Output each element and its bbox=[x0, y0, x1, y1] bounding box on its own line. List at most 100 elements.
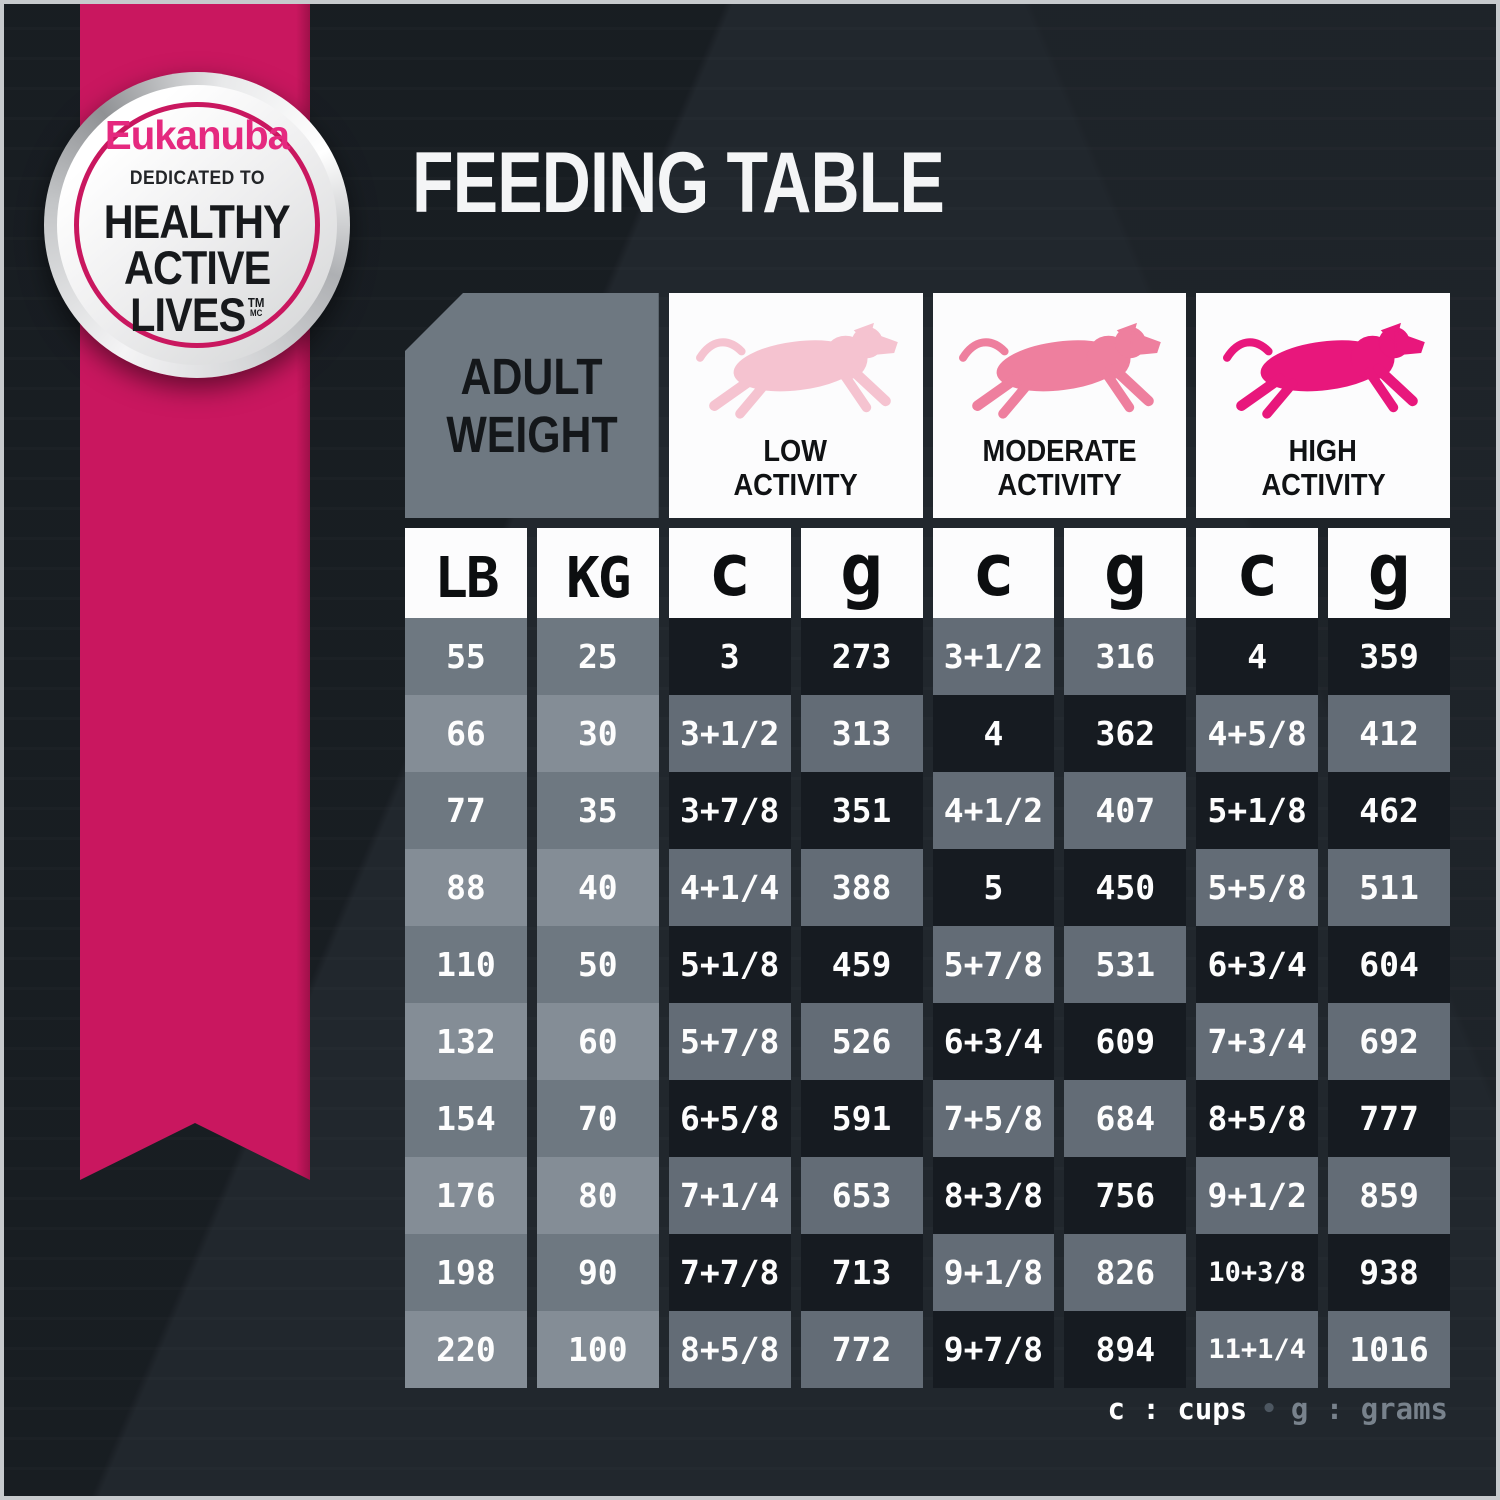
table-cell: 8+5/8 bbox=[668, 1311, 791, 1388]
adult-weight-header: ADULT WEIGHT bbox=[405, 293, 659, 518]
table-cell: 5+7/8 bbox=[932, 926, 1055, 1003]
table-cell: 3+1/2 bbox=[932, 618, 1055, 695]
trademark-mark: TM MC bbox=[247, 294, 265, 318]
table-cell: 4+1/2 bbox=[932, 772, 1055, 849]
table-cell: 6+5/8 bbox=[668, 1080, 791, 1157]
table-cell: 526 bbox=[800, 1003, 923, 1080]
table-cell: 66 bbox=[405, 695, 527, 772]
table-cell: 351 bbox=[800, 772, 923, 849]
table-group-header-row: ADULT WEIGHT LOW ACTIVITY MODERATE ACTIV… bbox=[405, 293, 1450, 518]
unit-header-g-5: g bbox=[1064, 528, 1187, 628]
table-cell: 100 bbox=[536, 1311, 659, 1388]
unit-header-c-2: c bbox=[668, 528, 791, 628]
table-cell: 591 bbox=[800, 1080, 923, 1157]
unit-header-c-4: c bbox=[932, 528, 1055, 628]
running-dog-icon-moderate bbox=[945, 305, 1173, 425]
table-cell: 609 bbox=[1064, 1003, 1187, 1080]
table-cell: 313 bbox=[800, 695, 923, 772]
activity-label-low: LOW ACTIVITY bbox=[733, 432, 858, 502]
activity-label-high: HIGH ACTIVITY bbox=[1260, 432, 1386, 502]
table-cell: 7+3/4 bbox=[1196, 1003, 1319, 1080]
table-cell: 777 bbox=[1328, 1080, 1450, 1157]
table-cell: 176 bbox=[405, 1157, 527, 1234]
unit-header-g-7: g bbox=[1328, 528, 1450, 628]
table-cell: 40 bbox=[536, 849, 659, 926]
table-cell: 154 bbox=[405, 1080, 527, 1157]
table-cell: 756 bbox=[1064, 1157, 1187, 1234]
table-cell: 407 bbox=[1064, 772, 1187, 849]
table-cell: 684 bbox=[1064, 1080, 1187, 1157]
running-dog-icon-low bbox=[682, 305, 910, 425]
table-cell: 4 bbox=[1196, 618, 1319, 695]
badge-line-active: ACTIVE bbox=[123, 241, 271, 295]
table-cell: 8+3/8 bbox=[932, 1157, 1055, 1234]
unit-header-row: LB KG c g c g c g bbox=[405, 528, 1450, 628]
activity-header-moderate: MODERATE ACTIVITY bbox=[932, 293, 1187, 518]
table-cell: 9+1/2 bbox=[1196, 1157, 1319, 1234]
table-cell: 80 bbox=[536, 1157, 659, 1234]
legend-grams: g : grams bbox=[1290, 1392, 1448, 1426]
table-cell: 7+1/4 bbox=[668, 1157, 791, 1234]
table-cell: 4 bbox=[932, 695, 1055, 772]
table-cell: 90 bbox=[536, 1234, 659, 1311]
table-cell: 88 bbox=[405, 849, 527, 926]
badge-text: Eukanuba DEDICATED TO HEALTHY ACTIVE LIV… bbox=[44, 72, 350, 378]
table-cell: 50 bbox=[536, 926, 659, 1003]
activity-header-low: LOW ACTIVITY bbox=[668, 293, 923, 518]
activity-label-moderate: MODERATE ACTIVITY bbox=[982, 432, 1137, 502]
table-cell: 459 bbox=[800, 926, 923, 1003]
table-cell: 4+1/4 bbox=[668, 849, 791, 926]
unit-header-g-3: g bbox=[800, 528, 923, 628]
table-cell: 772 bbox=[800, 1311, 923, 1388]
table-cell: 511 bbox=[1328, 849, 1450, 926]
running-dog-icon-high bbox=[1209, 305, 1437, 425]
unit-header-kg-1: KG bbox=[536, 528, 659, 628]
table-cell: 7+7/8 bbox=[668, 1234, 791, 1311]
table-cell: 1016 bbox=[1328, 1311, 1450, 1388]
badge-line-lives: LIVES TM MC bbox=[129, 287, 265, 341]
legend: c : cups • g : grams bbox=[1108, 1392, 1448, 1426]
table-cell: 10+3/8 bbox=[1196, 1234, 1319, 1311]
table-cell: 359 bbox=[1328, 618, 1450, 695]
table-cell: 3+1/2 bbox=[668, 695, 791, 772]
table-cell: 5+1/8 bbox=[1196, 772, 1319, 849]
table-cell: 5+5/8 bbox=[1196, 849, 1319, 926]
table-cell: 110 bbox=[405, 926, 527, 1003]
table-cell: 713 bbox=[800, 1234, 923, 1311]
table-cell: 55 bbox=[405, 618, 527, 695]
table-cell: 11+1/4 bbox=[1196, 1311, 1319, 1388]
table-cell: 70 bbox=[536, 1080, 659, 1157]
eukanuba-logo: Eukanuba bbox=[104, 112, 290, 159]
table-cell: 826 bbox=[1064, 1234, 1187, 1311]
table-cell: 273 bbox=[800, 618, 923, 695]
table-cell: 859 bbox=[1328, 1157, 1450, 1234]
badge-tagline: DEDICATED TO bbox=[129, 168, 265, 190]
badge-pink-ring bbox=[74, 102, 320, 348]
table-cell: 938 bbox=[1328, 1234, 1450, 1311]
table-cell: 450 bbox=[1064, 849, 1187, 926]
table-cell: 132 bbox=[405, 1003, 527, 1080]
adult-weight-line2: WEIGHT bbox=[446, 405, 618, 463]
table-cell: 894 bbox=[1064, 1311, 1187, 1388]
table-cell: 5 bbox=[932, 849, 1055, 926]
feeding-table-body: 55 25 3 273 3+1/2 316 4 359 66 30 3+1/2 313 4 362 4+5/… bbox=[405, 618, 1450, 1388]
table-cell: 60 bbox=[536, 1003, 659, 1080]
table-cell: 9+1/8 bbox=[932, 1234, 1055, 1311]
table-cell: 35 bbox=[536, 772, 659, 849]
table-cell: 220 bbox=[405, 1311, 527, 1388]
badge-line-healthy: HEALTHY bbox=[103, 195, 291, 249]
brand-badge: Eukanuba DEDICATED TO HEALTHY ACTIVE LIV… bbox=[44, 72, 350, 378]
table-cell: 5+7/8 bbox=[668, 1003, 791, 1080]
table-cell: 531 bbox=[1064, 926, 1187, 1003]
table-cell: 25 bbox=[536, 618, 659, 695]
table-cell: 388 bbox=[800, 849, 923, 926]
table-cell: 30 bbox=[536, 695, 659, 772]
legend-separator-dot: • bbox=[1261, 1394, 1277, 1424]
legend-cups: c : cups bbox=[1107, 1392, 1248, 1426]
table-cell: 5+1/8 bbox=[668, 926, 791, 1003]
page-title: FEEDING TABLE bbox=[412, 135, 945, 231]
table-cell: 9+7/8 bbox=[932, 1311, 1055, 1388]
table-cell: 604 bbox=[1328, 926, 1450, 1003]
table-cell: 8+5/8 bbox=[1196, 1080, 1319, 1157]
table-cell: 692 bbox=[1328, 1003, 1450, 1080]
